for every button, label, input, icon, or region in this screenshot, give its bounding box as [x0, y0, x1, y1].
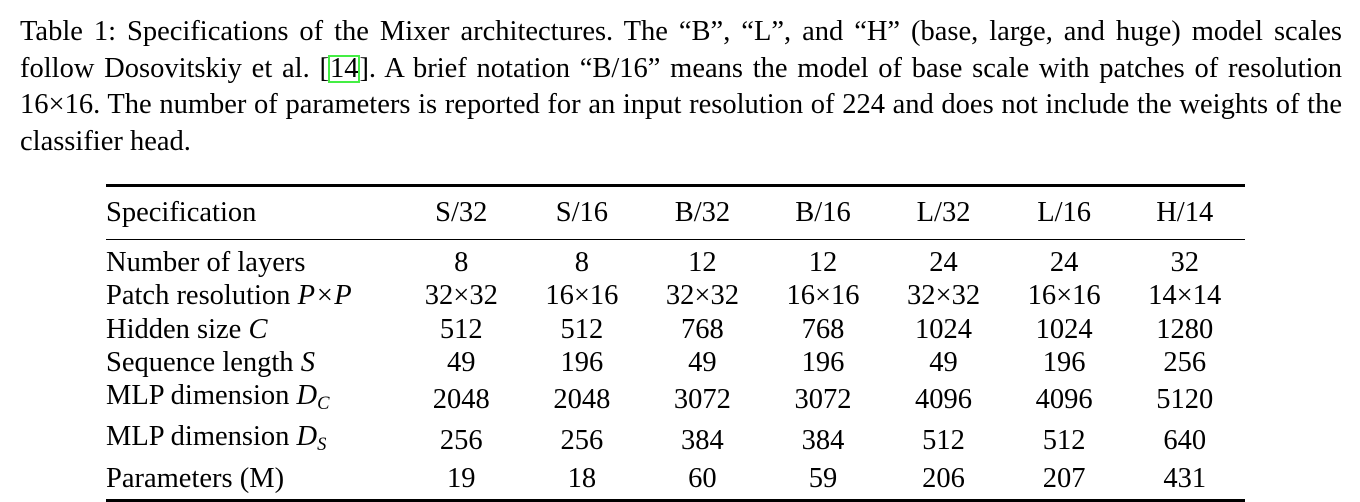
header-col-l32: L/32 — [916, 197, 971, 228]
row-label-math: P×P — [297, 280, 352, 312]
table-cell: 384 — [801, 425, 845, 457]
table-cell: 256 — [439, 425, 483, 457]
row-label-text: Hidden size — [106, 313, 249, 345]
table-cell: 19 — [447, 462, 476, 494]
specification-table: Specification S/32 S/16 B/32 B/16 L/32 L… — [106, 184, 1245, 502]
table-cell: 16×16 — [1027, 280, 1101, 312]
table-cell: 4096 — [1035, 384, 1093, 416]
table-cell: 49 — [688, 347, 717, 379]
table-cell: 768 — [681, 313, 724, 345]
row-label-subscript: C — [317, 393, 330, 415]
table-cell: 196 — [801, 347, 845, 379]
row-label: Parameters (M) — [106, 462, 401, 501]
table-cell: 640 — [1163, 425, 1207, 457]
table-cell: 512 — [560, 313, 604, 345]
row-label: MLP dimension DS — [106, 420, 401, 461]
table-cell: 256 — [1163, 347, 1207, 379]
table-row: Parameters (M) 19 18 60 59 206 207 431 — [106, 462, 1245, 501]
table-cell: 8 — [454, 247, 469, 279]
table-cell: 24 — [929, 247, 958, 279]
table-body: Number of layers 8 8 12 12 24 24 32 Patch resolu… — [106, 240, 1245, 501]
row-label-math: D — [296, 380, 318, 412]
row-label-text: MLP dimension — [106, 421, 297, 453]
row-label: Patch resolution P×P — [106, 279, 401, 312]
table-cell: 12 — [688, 247, 717, 279]
table-cell: 24 — [1049, 247, 1079, 279]
table-cell: 1024 — [1035, 313, 1093, 345]
header-col-b16: B/16 — [795, 197, 851, 228]
header-col-s32: S/32 — [435, 197, 488, 228]
header-col-s16: S/16 — [555, 197, 608, 228]
table-cell: 4096 — [915, 384, 973, 416]
row-label-math: S — [300, 347, 315, 379]
citation-link[interactable]: 14 — [327, 52, 361, 84]
table-cell: 3072 — [673, 384, 731, 416]
table-cell: 512 — [439, 313, 483, 345]
row-label-text: Number of layers — [106, 247, 306, 279]
table-caption: Table 1: Specifications of the Mixer arc… — [20, 14, 1342, 160]
table-cell: 59 — [808, 462, 838, 494]
row-label-math: D — [296, 421, 318, 453]
table-cell: 768 — [801, 313, 845, 345]
table-row: Sequence length S 49 196 49 196 49 196 256 — [106, 346, 1245, 379]
table-cell: 16×16 — [786, 280, 860, 312]
table-cell: 512 — [922, 425, 965, 457]
table-cell: 14×14 — [1148, 280, 1222, 312]
row-label: Number of layers — [106, 240, 401, 280]
table-cell: 2048 — [553, 384, 611, 416]
row-label-text: MLP dimension — [106, 380, 297, 412]
row-label-text: Sequence length — [106, 347, 301, 379]
spec-table-container: Specification S/32 S/16 B/32 B/16 L/32 L… — [106, 184, 1245, 502]
row-label: Sequence length S — [106, 346, 401, 379]
table-cell: 12 — [808, 247, 838, 279]
table-cell: 512 — [1042, 425, 1086, 457]
table-cell: 49 — [929, 347, 958, 379]
table-cell: 18 — [567, 462, 597, 494]
caption-text-part1: Specifications of the Mixer architecture… — [20, 16, 1342, 84]
row-label-text: Parameters (M) — [106, 462, 285, 494]
table-cell: 196 — [560, 347, 604, 379]
row-label-math: C — [248, 313, 268, 345]
table-cell: 2048 — [432, 384, 490, 416]
table-cell: 8 — [574, 247, 589, 279]
table-cell: 16×16 — [545, 280, 619, 312]
table-row: MLP dimension DC 2048 2048 3072 3072 4096 4096… — [106, 379, 1245, 420]
table-cell: 207 — [1042, 462, 1086, 494]
table-cell: 431 — [1163, 462, 1207, 494]
table-row: Number of layers 8 8 12 12 24 24 32 — [106, 240, 1245, 280]
caption-label: Table 1: — [20, 16, 117, 47]
table-row: Patch resolution P×P 32×32 16×16 32×32 16×16… — [106, 279, 1245, 312]
table-cell: 256 — [560, 425, 604, 457]
table-cell: 32×32 — [907, 280, 981, 312]
header-col-b32: B/32 — [674, 197, 731, 228]
table-cell: 32×32 — [424, 280, 498, 312]
table-cell: 206 — [922, 462, 965, 494]
row-label: Hidden size C — [106, 313, 401, 346]
table-header-row: Specification S/32 S/16 B/32 B/16 L/32 L… — [106, 185, 1245, 240]
table-cell: 1024 — [915, 313, 973, 345]
table-row: Hidden size C 512 512 768 768 1024 1024 1280 — [106, 313, 1245, 346]
header-col-l16: L/16 — [1037, 197, 1092, 228]
row-label: MLP dimension DC — [106, 379, 401, 420]
header-specification: Specification — [106, 197, 257, 228]
table-cell: 1280 — [1156, 313, 1214, 345]
table-cell: 5120 — [1156, 384, 1214, 416]
header-col-h14: H/14 — [1156, 197, 1214, 228]
table-cell: 196 — [1042, 347, 1086, 379]
table-cell: 384 — [681, 425, 724, 457]
table-cell: 60 — [688, 462, 717, 494]
row-label-subscript: S — [317, 434, 327, 456]
table-cell: 32 — [1170, 247, 1199, 279]
table-cell: 49 — [447, 347, 476, 379]
table-row: MLP dimension DS 256 256 384 384 512 512 640 — [106, 420, 1245, 461]
caption-text-part2: ]. A brief notation “B/16” means the mod… — [20, 52, 1342, 157]
row-label-text: Patch resolution — [106, 280, 298, 312]
table-cell: 32×32 — [665, 280, 739, 312]
table-cell: 3072 — [794, 384, 852, 416]
